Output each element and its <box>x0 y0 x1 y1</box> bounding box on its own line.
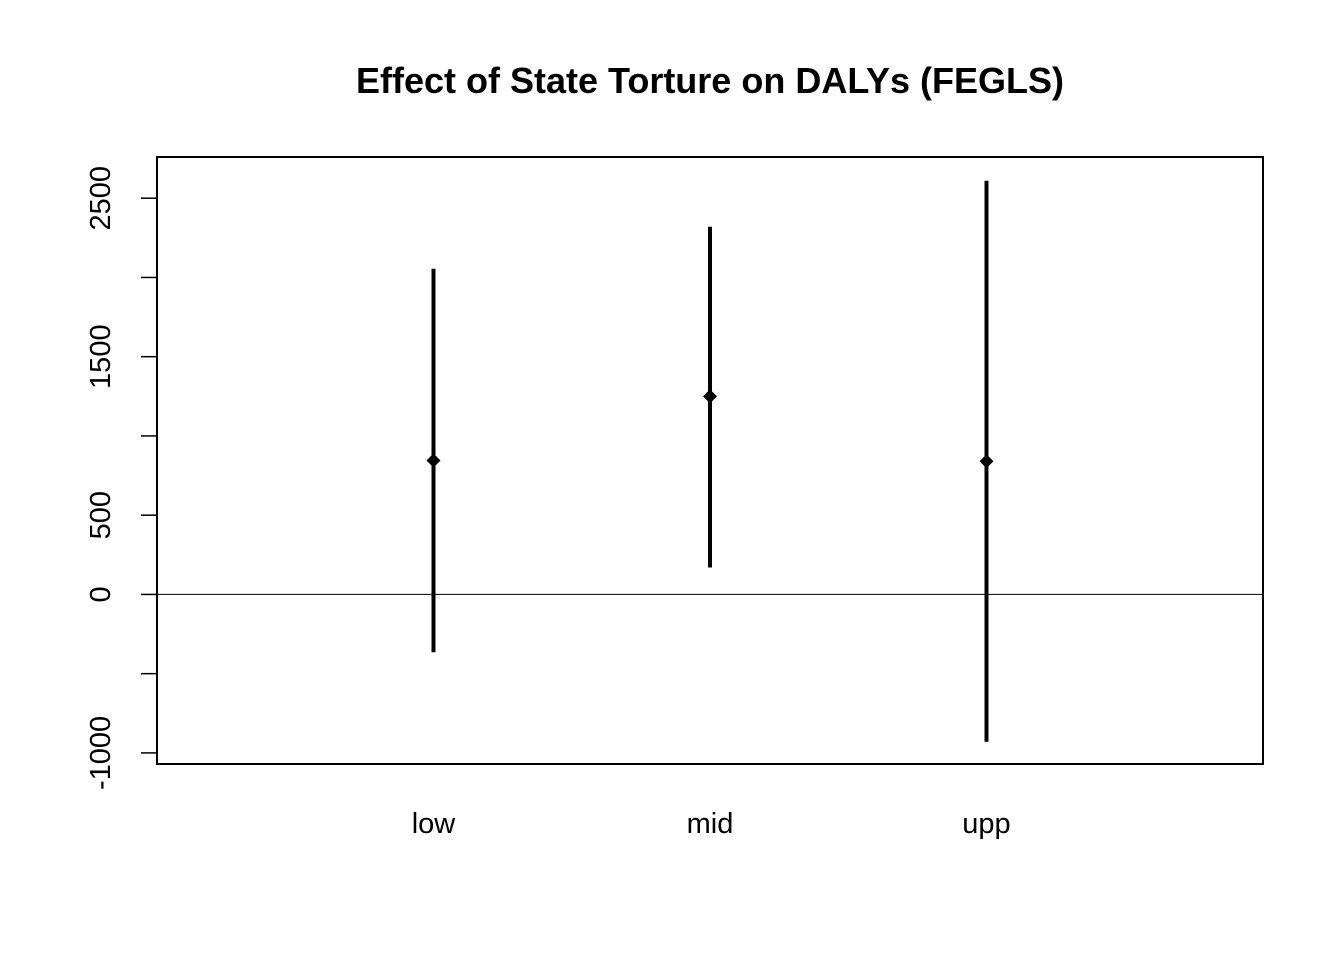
error-bars <box>426 180 994 742</box>
y-tick-label: -1000 <box>85 716 117 790</box>
y-axis: -1000 0 500 1500 2500 <box>85 166 157 790</box>
x-category-label: upp <box>962 808 1010 840</box>
plot-frame <box>156 156 1264 765</box>
point-estimate-mid <box>703 389 717 404</box>
y-tick-label: 0 <box>85 586 117 602</box>
x-axis: low mid upp <box>412 808 1011 840</box>
point-estimate-upp <box>979 454 994 469</box>
chart-title: Effect of State Torture on DALYs (FEGLS) <box>356 60 1064 101</box>
x-category-label: low <box>412 808 457 840</box>
y-tick-label: 2500 <box>85 166 117 231</box>
point-estimate-low <box>426 453 441 468</box>
y-tick-label: 1500 <box>85 324 117 389</box>
x-category-label: mid <box>687 808 734 840</box>
y-tick-label: 500 <box>85 491 117 539</box>
